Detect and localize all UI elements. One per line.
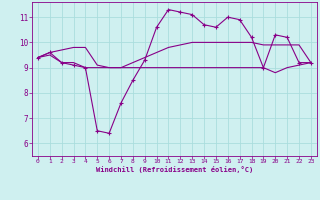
X-axis label: Windchill (Refroidissement éolien,°C): Windchill (Refroidissement éolien,°C) (96, 166, 253, 173)
